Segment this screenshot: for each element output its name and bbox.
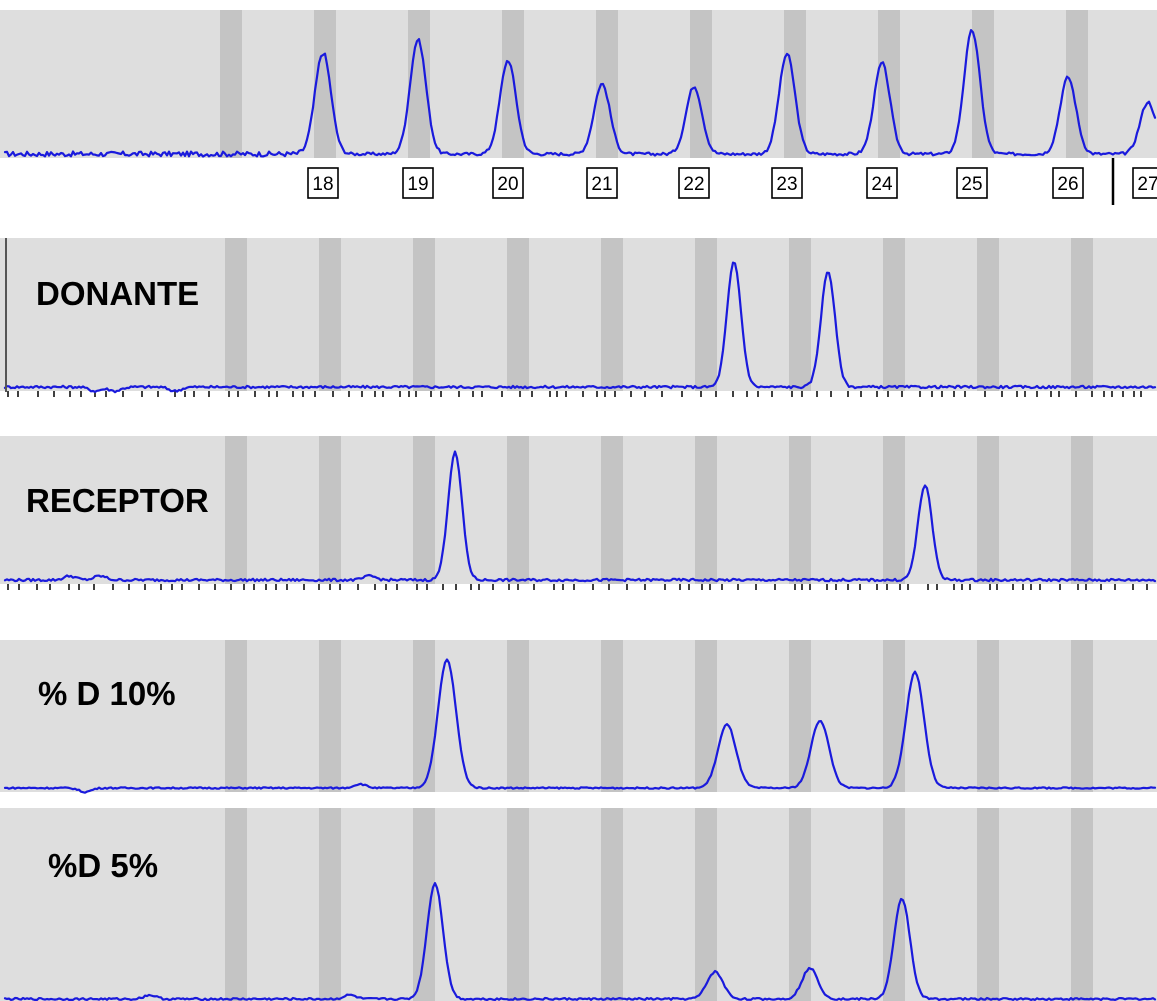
allele-bin — [977, 808, 999, 1001]
plot-background — [0, 436, 1157, 584]
allele-label-box — [307, 167, 339, 199]
allele-bin — [695, 640, 717, 792]
panel-title: RECEPTOR — [26, 482, 209, 519]
allele-bin — [220, 10, 242, 158]
allele-label-box — [956, 167, 988, 199]
allele-bins — [0, 640, 1157, 792]
allele-bin — [690, 10, 712, 158]
donor-10pct-panel: % D 10% — [0, 640, 1157, 794]
allele-bin — [789, 808, 811, 1001]
allele-bin — [507, 808, 529, 1001]
donor-5pct-panel: %D 5% — [0, 808, 1157, 1001]
allele-bin — [695, 436, 717, 584]
allele-label: 25 — [961, 174, 982, 195]
allele-label-box — [1052, 167, 1084, 199]
allele-bin — [883, 640, 905, 792]
panel-title: % D 10% — [38, 675, 176, 712]
allele-bin — [408, 10, 430, 158]
allele-label-box — [678, 167, 710, 199]
donante-panel: DONANTE — [0, 238, 1157, 397]
baseline-ticks — [7, 584, 1148, 590]
allele-bin — [1071, 436, 1093, 584]
allele-bin — [319, 436, 341, 584]
trace-line — [3, 658, 1157, 794]
allele-bin — [225, 808, 247, 1001]
allele-bin — [225, 238, 247, 391]
allele-label: 19 — [407, 174, 428, 195]
allele-bin — [319, 640, 341, 792]
allele-bin — [319, 808, 341, 1001]
allele-label: 22 — [683, 174, 704, 195]
allele-bin — [507, 640, 529, 792]
allele-bin — [413, 436, 435, 584]
allele-bin — [413, 238, 435, 391]
allele-label-box — [402, 167, 434, 199]
plot-background — [0, 640, 1157, 792]
allele-bins — [0, 238, 1157, 391]
allele-bins — [0, 436, 1157, 584]
allele-bin — [601, 640, 623, 792]
allele-bin — [507, 436, 529, 584]
allele-label-box — [492, 167, 524, 199]
allele-bin — [314, 10, 336, 158]
allele-bin — [1071, 238, 1093, 391]
trace-line — [3, 261, 1157, 394]
allele-label: 24 — [871, 174, 893, 195]
allele-bin — [977, 238, 999, 391]
allele-bin — [1071, 808, 1093, 1001]
allele-bin — [789, 436, 811, 584]
allele-label-row: 18 19 20 21 22 23 24 25 26 27 — [0, 158, 1157, 206]
plot-background — [0, 238, 1157, 391]
allele-bin — [601, 238, 623, 391]
trace-line — [3, 450, 1157, 583]
allele-bin — [789, 640, 811, 792]
allele-bin — [507, 238, 529, 391]
allele-bin — [883, 436, 905, 584]
allele-bin — [695, 238, 717, 391]
allele-bin — [883, 808, 905, 1001]
allele-bins — [0, 808, 1157, 1001]
allele-bin — [601, 808, 623, 1001]
allele-bin — [883, 238, 905, 391]
allele-bins — [0, 10, 1157, 158]
allele-bin — [319, 238, 341, 391]
allele-bin — [413, 640, 435, 792]
allele-bin — [601, 436, 623, 584]
trace-line — [3, 882, 1157, 1001]
allele-label: 26 — [1057, 174, 1078, 195]
allele-label: 21 — [591, 174, 612, 195]
allele-bin — [413, 808, 435, 1001]
allele-bin — [977, 436, 999, 584]
receptor-panel: RECEPTOR — [0, 436, 1157, 590]
allele-bin — [225, 640, 247, 792]
panel-title: DONANTE — [36, 275, 199, 312]
allele-label-box — [866, 167, 898, 199]
allele-bin — [977, 640, 999, 792]
baseline-ticks — [7, 391, 1142, 397]
allele-bin — [1071, 640, 1093, 792]
panel-title: %D 5% — [48, 847, 158, 884]
trace-line — [3, 29, 1157, 158]
allele-label: 27 — [1137, 174, 1157, 195]
allele-bin — [789, 238, 811, 391]
allele-bin — [972, 10, 994, 158]
allele-bin — [502, 10, 524, 158]
allele-label-box — [771, 167, 803, 199]
allele-label: 20 — [497, 174, 518, 195]
plot-background — [0, 808, 1157, 1001]
allele-bin — [695, 808, 717, 1001]
allele-bin — [1066, 10, 1088, 158]
allele-label-box — [1132, 167, 1157, 199]
allele-bin — [225, 436, 247, 584]
allele-label: 18 — [312, 174, 333, 195]
allele-label-box — [586, 167, 618, 199]
allele-bin — [784, 10, 806, 158]
ladder-panel: 18 19 20 21 22 23 24 25 26 27 — [0, 10, 1157, 206]
allele-label: 23 — [776, 174, 797, 195]
